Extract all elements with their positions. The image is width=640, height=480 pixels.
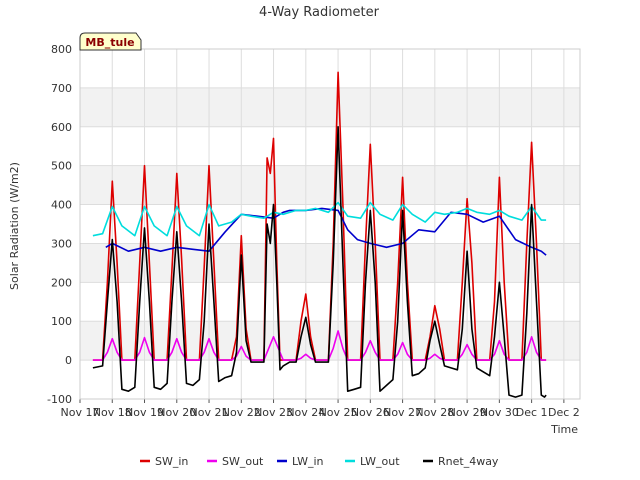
plot-frame <box>79 48 581 400</box>
y-tick-label: 100 <box>51 315 72 328</box>
x-tick-label: Nov 22 <box>222 406 261 419</box>
x-tick-label: Nov 28 <box>415 406 454 419</box>
legend-label-LW_in: LW_in <box>292 455 324 468</box>
legend-label-SW_out: SW_out <box>222 455 264 468</box>
x-tick-label: Nov 18 <box>93 406 132 419</box>
x-tick-label: Nov 17 <box>61 406 100 419</box>
y-tick-label: 400 <box>51 199 72 212</box>
x-tick-label: Dec 1 <box>516 406 548 419</box>
x-tick-label: Nov 26 <box>351 406 390 419</box>
y-tick-label: 300 <box>51 237 72 250</box>
series-line-LW_in <box>105 207 547 256</box>
y-axis-label: Solar Radiation (W/m2) <box>8 162 21 290</box>
series-line-Rnet_4way <box>92 126 547 398</box>
axes <box>79 48 581 403</box>
y-tick-label: 600 <box>51 121 72 134</box>
x-tick-label: Nov 20 <box>157 406 196 419</box>
series-lines <box>92 71 547 398</box>
y-tick-label: 500 <box>51 160 72 173</box>
y-tick-label: 0 <box>65 354 72 367</box>
x-tick-label: Nov 25 <box>319 406 358 419</box>
legend: SW_in SW_out LW_in LW_out Rnet_4way <box>140 455 499 468</box>
grid-band <box>80 165 580 205</box>
plot-background <box>80 49 580 399</box>
x-tick-label: Nov 23 <box>254 406 293 419</box>
legend-label-Rnet_4way: Rnet_4way <box>438 455 499 468</box>
chart-title: 4-Way Radiometer <box>259 5 380 20</box>
legend-label-LW_out: LW_out <box>360 455 400 468</box>
series-line-LW_out <box>92 201 547 237</box>
y-tick-label: -100 <box>47 393 72 406</box>
y-tick-label: 800 <box>51 43 72 56</box>
x-tick-label: Nov 24 <box>286 406 325 419</box>
y-tick-label: 200 <box>51 276 72 289</box>
x-tick-label: Nov 27 <box>383 406 422 419</box>
x-tick-label: Nov 21 <box>190 406 229 419</box>
legend-label-SW_in: SW_in <box>155 455 188 468</box>
site-badge: MB_tule <box>79 32 142 51</box>
grid-band <box>80 87 580 127</box>
x-axis-label: Time <box>550 423 578 436</box>
x-tick-label: Nov 19 <box>125 406 164 419</box>
x-tick-label: Nov 29 <box>448 406 487 419</box>
y-tick-label: 700 <box>51 82 72 95</box>
x-tick-label: Nov 30 <box>480 406 519 419</box>
x-tick-label: Dec 2 <box>548 406 580 419</box>
site-badge-label: MB_tule <box>85 36 134 49</box>
